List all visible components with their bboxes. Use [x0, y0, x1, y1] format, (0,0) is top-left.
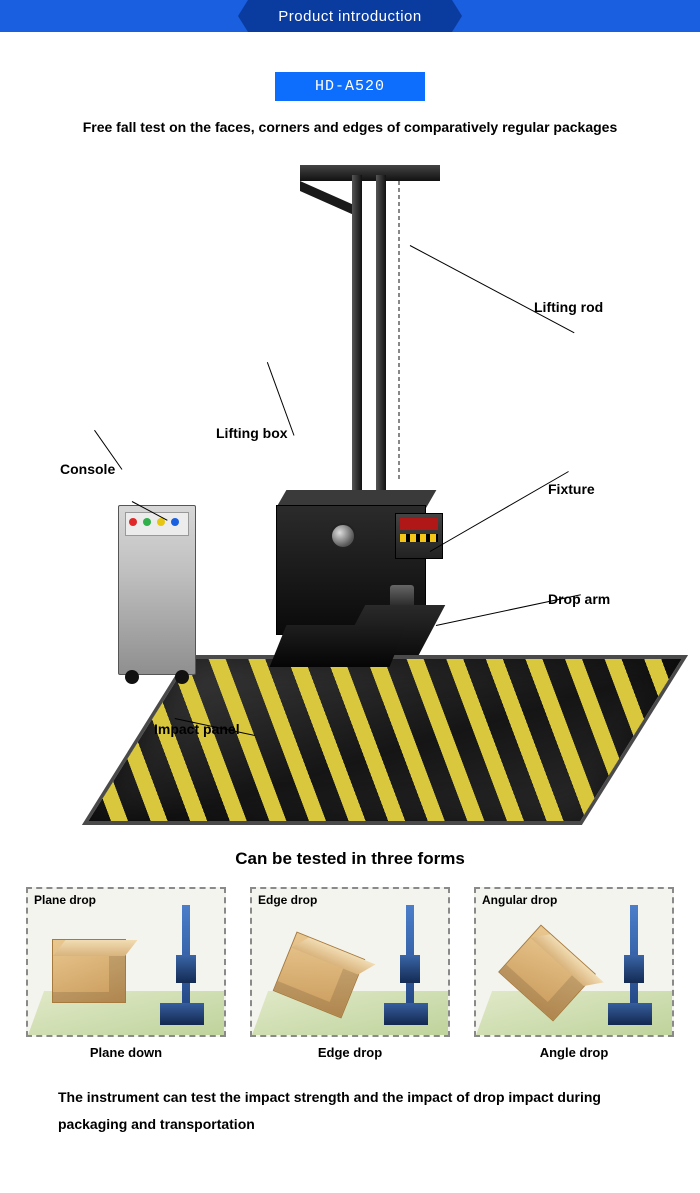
- banner-title: Product introduction: [248, 0, 451, 32]
- form-cell-plane: Plane drop Plane down: [26, 887, 226, 1060]
- machine-illustration: [0, 155, 700, 835]
- footer-note: The instrument can test the impact stren…: [58, 1084, 642, 1137]
- rig: [160, 905, 204, 1025]
- gauge-knob: [330, 523, 356, 549]
- form-title: Edge drop: [258, 893, 317, 907]
- label-lifting-rod: Lifting rod: [534, 299, 603, 315]
- console-wheels: [119, 670, 195, 684]
- form-figure: Plane drop: [26, 887, 226, 1037]
- label-console: Console: [60, 461, 115, 477]
- banner-right: [452, 0, 700, 32]
- banner-left: [0, 0, 248, 32]
- form-cell-angle: Angular drop Angle drop: [474, 887, 674, 1060]
- top-brace: [300, 181, 356, 216]
- form-cell-edge: Edge drop Edge drop: [250, 887, 450, 1060]
- form-title: Angular drop: [482, 893, 557, 907]
- console-btn: [129, 518, 137, 526]
- console-btn: [143, 518, 151, 526]
- form-caption: Plane down: [26, 1045, 226, 1060]
- console-btn: [171, 518, 179, 526]
- label-lifting-box: Lifting box: [216, 425, 288, 441]
- chain: [398, 181, 400, 481]
- control-panel: [395, 513, 443, 559]
- form-title: Plane drop: [34, 893, 96, 907]
- label-fixture: Fixture: [548, 481, 595, 497]
- rig: [384, 905, 428, 1025]
- console-shape: [118, 505, 196, 675]
- forms-row: Plane drop Plane down Edge drop Edge dro…: [0, 887, 700, 1060]
- form-figure: Edge drop: [250, 887, 450, 1037]
- section-banner: Product introduction: [0, 0, 700, 32]
- product-figure: Lifting rod Lifting box Console Fixture …: [0, 155, 700, 835]
- rig: [608, 905, 652, 1025]
- subheading: Can be tested in three forms: [0, 849, 700, 869]
- top-bar: [300, 165, 440, 181]
- form-caption: Angle drop: [474, 1045, 674, 1060]
- form-figure: Angular drop: [474, 887, 674, 1037]
- headline: Free fall test on the faces, corners and…: [30, 119, 670, 135]
- model-badge: HD-A520: [275, 72, 425, 101]
- console-buttons: [129, 518, 179, 526]
- base-block: [270, 625, 407, 667]
- package-icon: [52, 939, 126, 1003]
- form-caption: Edge drop: [250, 1045, 450, 1060]
